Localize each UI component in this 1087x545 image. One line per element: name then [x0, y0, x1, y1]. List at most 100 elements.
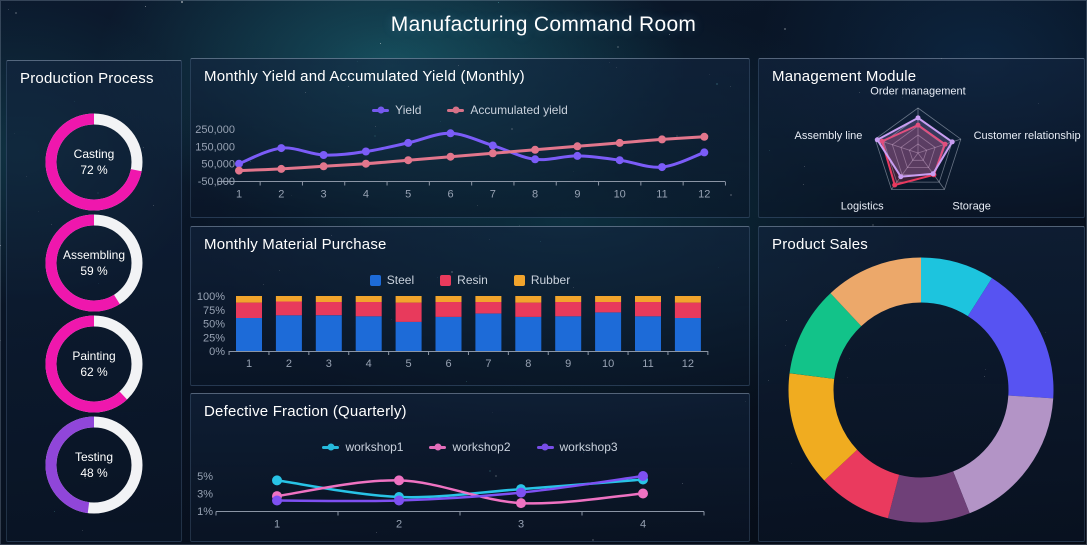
panel-title-material: Monthly Material Purchase	[204, 236, 387, 253]
svg-text:2: 2	[286, 358, 292, 370]
legend-label: workshop1	[345, 440, 404, 454]
bar-segment-resin	[236, 302, 262, 318]
svg-text:5: 5	[406, 358, 412, 370]
bar-segment-resin	[275, 301, 302, 316]
bar-segment-rubber	[275, 296, 302, 302]
bar-segment-rubber	[475, 296, 502, 302]
legend-line-marker	[447, 106, 465, 114]
svg-text:4: 4	[640, 519, 646, 531]
series-line-workshop1	[275, 478, 645, 499]
legend-line-marker	[322, 443, 340, 451]
legend-line-marker	[429, 443, 447, 451]
bar-segment-resin	[674, 302, 701, 318]
defective-fraction-panel: Defective Fraction (Quarterly) workshop1…	[190, 393, 750, 542]
bar-segment-resin	[595, 302, 622, 313]
bar-segment-rubber	[236, 296, 262, 303]
svg-text:5: 5	[405, 189, 411, 201]
bar-segment-steel	[555, 316, 582, 351]
product-sales-panel: Product Sales	[758, 226, 1085, 542]
gauge-label-casting: Casting 72 %	[73, 146, 115, 177]
defective-chart: 1 2 3 4 5% 3% 1%	[197, 471, 705, 531]
svg-text:1: 1	[274, 519, 280, 531]
legend-label: Rubber	[530, 273, 571, 287]
radar-axis-label-logistics: Logistics	[841, 200, 884, 212]
radar-axis-label-assembly-line: Assembly line	[795, 130, 863, 142]
bar-segment-rubber	[515, 296, 542, 303]
bar-segment-steel	[236, 318, 262, 351]
svg-text:150,000: 150,000	[195, 141, 235, 153]
bar-segment-steel	[595, 312, 622, 351]
bar-segment-steel	[475, 313, 502, 351]
panel-title-management: Management Module	[772, 68, 917, 85]
bar-segment-rubber	[674, 296, 701, 303]
svg-text:8: 8	[525, 358, 531, 370]
bar-segment-resin	[315, 302, 342, 316]
management-module-panel: Management Module Order management Custom…	[758, 58, 1085, 218]
legend-line-marker	[372, 106, 390, 114]
svg-text:2: 2	[278, 189, 284, 201]
bar-segment-steel	[635, 316, 661, 351]
svg-text:11: 11	[642, 358, 653, 370]
product-sales-donut-chart	[788, 257, 1054, 523]
legend-label: workshop2	[452, 440, 511, 454]
svg-text:12: 12	[682, 358, 694, 370]
svg-text:4: 4	[366, 358, 372, 370]
gauge-painting: Painting 62 %	[45, 315, 143, 413]
legend-square-marker	[513, 274, 525, 286]
legend-item-resin[interactable]: Resin	[440, 273, 488, 287]
bar-segment-resin	[435, 302, 462, 317]
svg-text:3: 3	[326, 358, 332, 370]
bar-segment-resin	[475, 302, 502, 314]
svg-text:1: 1	[246, 358, 252, 370]
svg-text:25%: 25%	[203, 332, 225, 344]
donut-segment-5	[788, 257, 1054, 523]
bar-segment-steel	[315, 315, 342, 352]
bar-segment-rubber	[555, 296, 582, 302]
svg-text:7: 7	[485, 358, 491, 370]
svg-text:100%: 100%	[197, 291, 225, 303]
legend-item-workshop3[interactable]: workshop3	[536, 440, 618, 454]
legend-item-workshop2[interactable]: workshop2	[429, 440, 511, 454]
panel-title-sales: Product Sales	[772, 236, 868, 253]
svg-text:3%: 3%	[197, 489, 213, 501]
bar-segment-steel	[435, 316, 462, 351]
gauge-label-testing: Testing 48 %	[74, 449, 114, 480]
legend-item-workshop1[interactable]: workshop1	[322, 440, 403, 454]
bar-segment-steel	[515, 316, 542, 351]
legend-square-marker	[440, 274, 452, 286]
bar-segment-rubber	[315, 296, 342, 302]
legend-item-accumulated-yield[interactable]: Accumulated yield	[447, 103, 568, 117]
svg-text:1: 1	[236, 189, 242, 201]
production-process-panel: Production Process Casting 72 % Assembling…	[6, 60, 182, 542]
svg-text:50%: 50%	[203, 319, 225, 331]
gauge-testing: Testing 48 %	[45, 416, 143, 514]
svg-text:6: 6	[447, 189, 453, 201]
legend-item-rubber[interactable]: Rubber	[513, 273, 571, 287]
legend-item-yield[interactable]: Yield	[372, 103, 421, 117]
gauge-label-assembling: Assembling 59 %	[62, 247, 126, 278]
series-line-workshop3	[275, 474, 645, 503]
bar-segment-rubber	[355, 296, 382, 302]
dashboard-header: Manufacturing Command Room	[0, 0, 1087, 47]
svg-text:5%: 5%	[197, 471, 213, 483]
svg-text:8: 8	[532, 189, 538, 201]
series-line-workshop2	[275, 479, 645, 505]
donut-segment-3	[788, 257, 1054, 523]
svg-text:12: 12	[698, 189, 710, 201]
radar-series-1	[875, 116, 954, 178]
svg-text:3: 3	[518, 519, 524, 531]
svg-text:4: 4	[363, 189, 369, 201]
bar-segment-resin	[355, 302, 382, 317]
radar-axis-label-customer-relationship: Customer relationship	[974, 130, 1081, 142]
svg-text:3: 3	[321, 189, 327, 201]
legend-label: workshop3	[559, 440, 618, 454]
yield-chart: 1 2 3 4 5 6 7 8 9 10 11 12250,000150,00050,000-50,0…	[195, 124, 726, 201]
svg-text:9: 9	[574, 189, 580, 201]
bar-segment-resin	[635, 302, 661, 317]
bar-segment-steel	[275, 315, 302, 352]
legend-label: Yield	[395, 103, 422, 117]
gauge-assembling: Assembling 59 %	[45, 214, 143, 312]
bar-segment-steel	[674, 318, 701, 351]
legend-item-steel[interactable]: Steel	[369, 273, 414, 287]
